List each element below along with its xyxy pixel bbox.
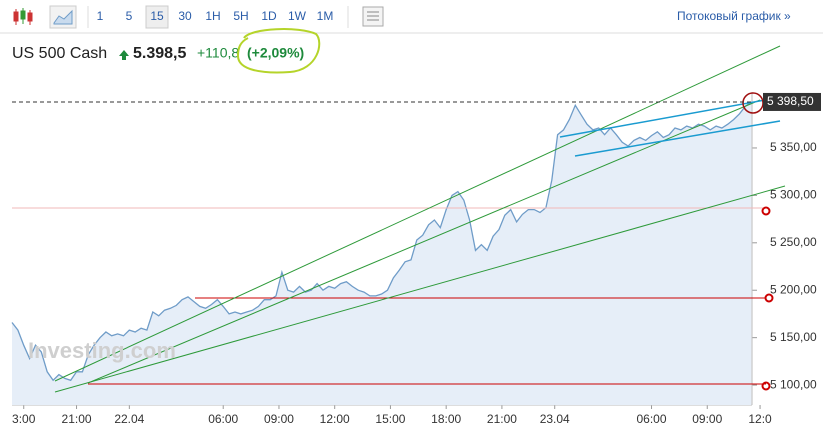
x-tick-label: 22.04: [114, 412, 144, 426]
x-tick-label: 06:00: [208, 412, 238, 426]
change: +110,8: [197, 45, 239, 61]
y-tick-label: 5 200,00: [770, 282, 817, 296]
y-tick-label: 5 300,00: [770, 188, 817, 202]
interval-buttons: 1 5 15 30 1H 5H 1D 1W 1M: [97, 5, 334, 29]
area-icon[interactable]: [49, 5, 77, 29]
y-tick-label: 5 100,00: [770, 377, 817, 391]
x-tick-label: 06:00: [637, 412, 667, 426]
settings-icon[interactable]: [362, 6, 384, 27]
up-arrow: [119, 50, 129, 60]
x-tick-label: 12:00: [320, 412, 350, 426]
instrument-name: US 500 Cash: [12, 45, 107, 62]
interval-button[interactable]: 1H: [205, 9, 220, 23]
interval-button[interactable]: 5H: [233, 9, 248, 23]
level-handle[interactable]: [761, 381, 771, 391]
line: [11, 101, 752, 382]
interval-button[interactable]: 30: [178, 9, 192, 23]
y-tick-label: 5 350,00: [770, 140, 817, 154]
x-tick-label: 21:00: [487, 412, 517, 426]
x-tick-label: 21:00: [62, 412, 92, 426]
x-tick-label: 3:00: [12, 412, 36, 426]
x-tick-label: 09:00: [264, 412, 294, 426]
x-tick-label: 09:00: [692, 412, 722, 426]
change-percent: (+2,09%): [247, 45, 304, 61]
interval-button[interactable]: 5: [126, 9, 133, 23]
selected-button: [145, 5, 169, 29]
interval-button[interactable]: 1D: [261, 9, 277, 23]
last-price-box: [763, 92, 821, 111]
interval-button[interactable]: 1W: [288, 9, 307, 23]
x-tick-label: 15:00: [375, 412, 405, 426]
channel-line: [574, 120, 781, 157]
candle-icon[interactable]: [13, 8, 33, 25]
x-tick-label: 12:0: [748, 412, 772, 426]
channel-line: [559, 99, 766, 138]
stream-link[interactable]: Потоковый график »: [677, 9, 791, 23]
level-handle[interactable]: [764, 293, 774, 303]
interval-button[interactable]: 1M: [317, 9, 334, 23]
x-tick-label: 23.04: [540, 412, 570, 426]
interval-button[interactable]: 1: [97, 9, 104, 23]
y-tick-label: 5 150,00: [770, 330, 817, 344]
x-tick-label: 18:00: [431, 412, 461, 426]
highlight-circle: [236, 28, 321, 74]
trend-line: [87, 99, 761, 384]
y-tick-label: 5 250,00: [770, 235, 817, 249]
interval-button[interactable]: 15: [150, 9, 164, 23]
toolbar: [0, 0, 823, 33]
area: [12, 102, 752, 405]
price: 5.398,5: [133, 45, 186, 62]
plot: [11, 92, 761, 409]
watermark: Investing.com: [28, 338, 176, 363]
trend-line: [54, 185, 786, 393]
last-price-label: 5 398,50: [767, 94, 814, 108]
level-handle[interactable]: [761, 206, 771, 216]
